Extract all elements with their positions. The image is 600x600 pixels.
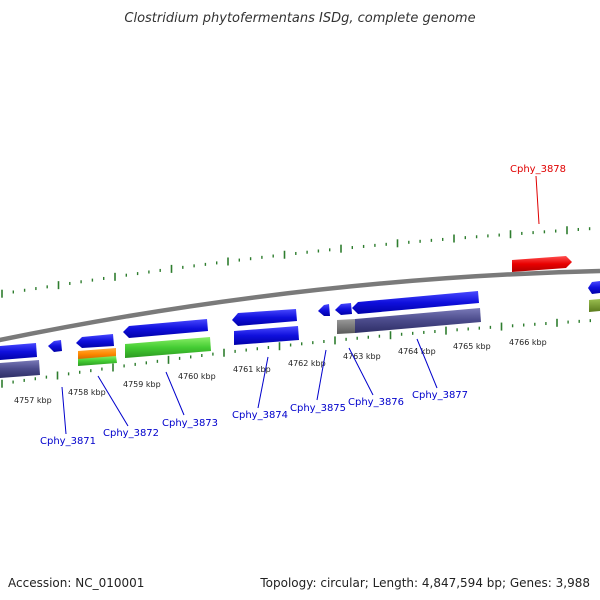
gene-feature-cphy3874b[interactable] bbox=[234, 326, 299, 345]
gene-feature-right-edge[interactable] bbox=[588, 281, 600, 294]
kbp-scale: 4757 kbp 4758 kbp 4759 kbp 4760 kbp 4761… bbox=[14, 338, 547, 405]
gene-feature-cog-gray bbox=[337, 319, 355, 334]
gene-label-cphy3871[interactable]: Cphy_3871 bbox=[40, 436, 96, 447]
kbp-label: 4763 kbp bbox=[343, 352, 381, 361]
gene-feature-cog-purple-left bbox=[0, 360, 40, 378]
gene-feature-cphy3871[interactable] bbox=[48, 340, 62, 352]
gene-feature-cphy3872[interactable] bbox=[76, 334, 114, 348]
gene-feature-cog-olive bbox=[589, 299, 600, 312]
gene-label-cphy3872[interactable]: Cphy_3872 bbox=[103, 428, 159, 439]
gene-label-cphy3877[interactable]: Cphy_3877 bbox=[412, 390, 468, 401]
gene-label-cphy3876[interactable]: Cphy_3876 bbox=[348, 397, 404, 408]
kbp-label: 4764 kbp bbox=[398, 347, 436, 356]
gene-feature-cphy3878[interactable] bbox=[512, 256, 572, 272]
gene-labels: Cphy_3871 Cphy_3872 Cphy_3873 Cphy_3874 … bbox=[40, 164, 566, 447]
kbp-label: 4766 kbp bbox=[509, 338, 547, 347]
gene-feature-cog-green-3872 bbox=[78, 356, 117, 366]
genome-backbone bbox=[0, 268, 600, 343]
accession-label: Accession: NC_010001 bbox=[8, 576, 145, 590]
gene-feature-left-edge[interactable] bbox=[0, 343, 37, 360]
kbp-label: 4761 kbp bbox=[233, 365, 271, 374]
gene-features bbox=[0, 256, 600, 378]
gene-label-cphy3874[interactable]: Cphy_3874 bbox=[232, 410, 288, 421]
kbp-label: 4760 kbp bbox=[178, 372, 216, 381]
gene-label-cphy3873[interactable]: Cphy_3873 bbox=[162, 418, 218, 429]
gene-label-cphy3878[interactable]: Cphy_3878 bbox=[510, 164, 566, 175]
outer-tick-ring bbox=[1, 226, 591, 298]
gene-feature-cphy3874[interactable] bbox=[232, 309, 297, 326]
kbp-label: 4757 kbp bbox=[14, 396, 52, 405]
kbp-label: 4759 kbp bbox=[123, 380, 161, 389]
kbp-label: 4762 kbp bbox=[288, 359, 326, 368]
gene-feature-cphy3876[interactable] bbox=[335, 303, 352, 315]
gene-feature-cog-green-3873 bbox=[125, 337, 211, 358]
gene-feature-cog-purple-3877 bbox=[355, 308, 481, 333]
inner-tick-ring bbox=[1, 318, 591, 388]
kbp-label: 4765 kbp bbox=[453, 342, 491, 351]
gene-label-cphy3875[interactable]: Cphy_3875 bbox=[290, 403, 346, 414]
map-title: Clostridium phytofermentans ISDg, comple… bbox=[124, 11, 475, 26]
kbp-label: 4758 kbp bbox=[68, 388, 106, 397]
gene-feature-cphy3873[interactable] bbox=[123, 319, 208, 338]
gene-feature-cphy3875[interactable] bbox=[318, 304, 330, 316]
gene-feature-cphy3877[interactable] bbox=[352, 291, 479, 314]
genome-stats-label: Topology: circular; Length: 4,847,594 bp… bbox=[260, 576, 590, 590]
gene-leader-lines bbox=[61, 175, 540, 435]
